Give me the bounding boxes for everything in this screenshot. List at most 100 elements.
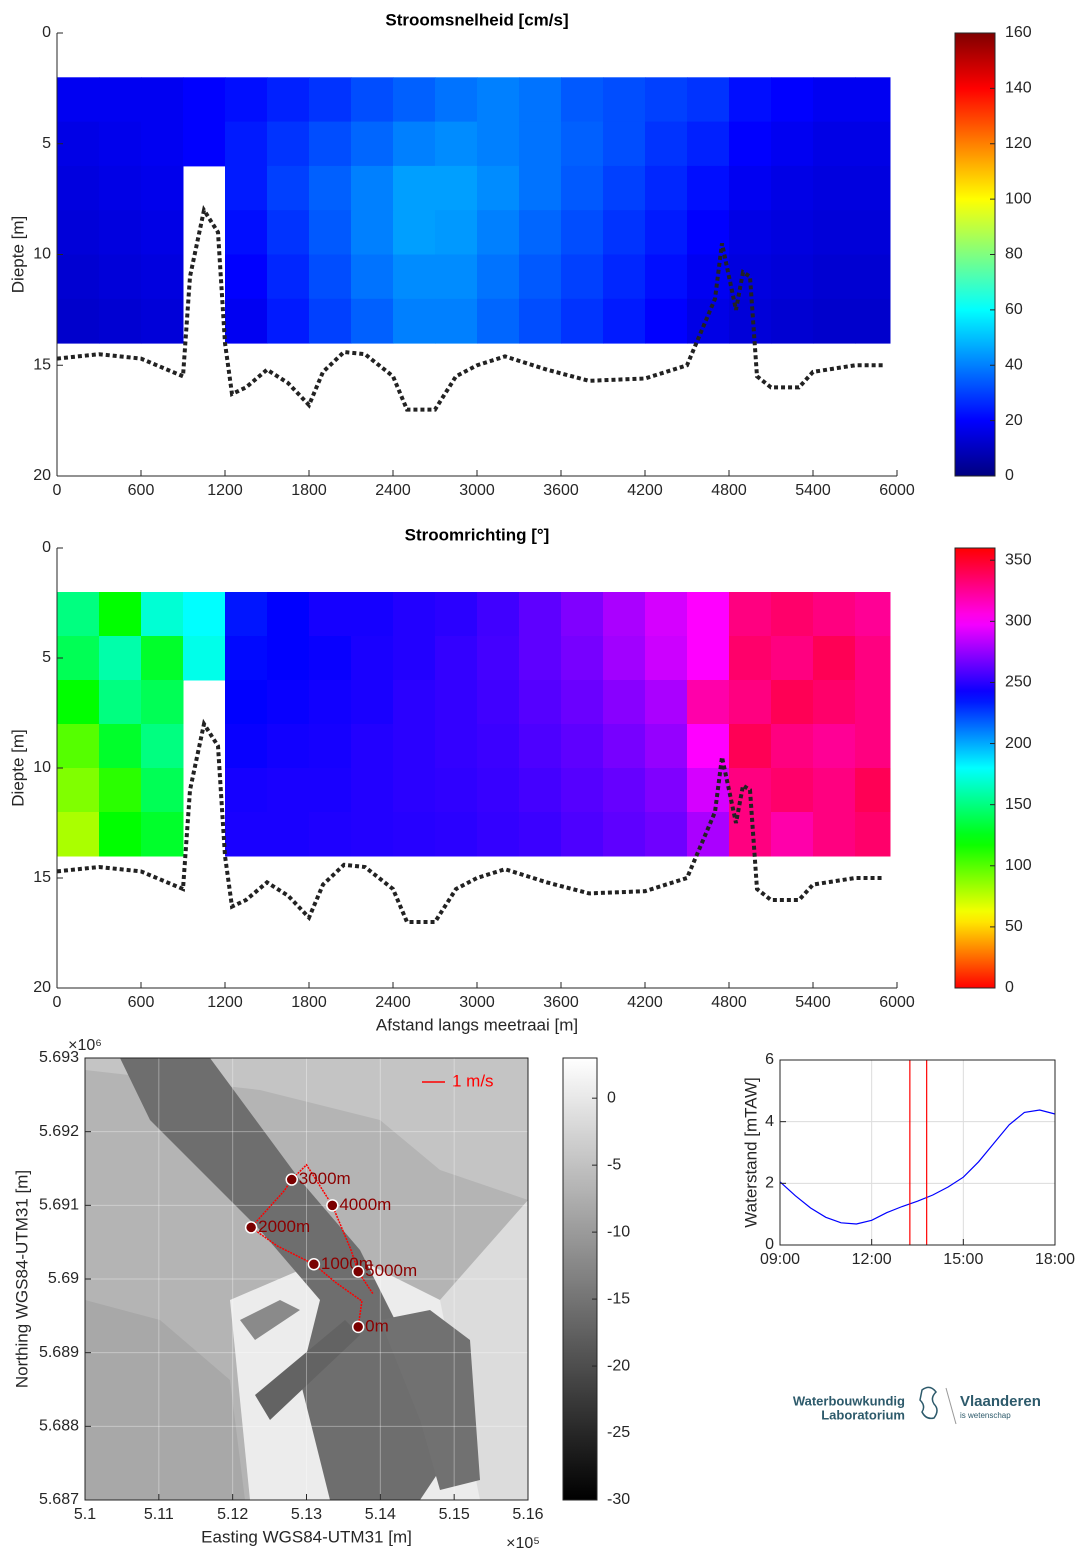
heatmap-cell [519,254,562,300]
heatmap-cell [855,592,891,637]
heatmap-cell [141,636,184,681]
x-tick-label: 600 [128,994,155,1011]
heatmap-cell [225,768,268,813]
heatmap-cell [729,77,772,123]
heatmap-cell [57,77,100,123]
x-tick-label: 5.16 [512,1506,543,1523]
heatmap-cell [645,812,688,857]
colorbar-tick-label: 250 [1005,674,1032,691]
heatmap-cell [435,298,478,344]
heatmap-cell [309,210,352,255]
x-tick-label: 1800 [291,994,327,1011]
heatmap-cell [813,165,856,211]
heatmap-cell [477,165,520,211]
heatmap-cell [267,592,310,637]
heatmap-cell [687,768,730,813]
heatmap-cell [771,254,814,300]
heatmap-cell [141,77,184,123]
heatmap-cell [855,121,891,167]
heatmap-cell [519,77,562,123]
track-point [307,1258,321,1271]
x-axis-label: Easting WGS84-UTM31 [m] [201,1527,412,1546]
heatmap-cell [57,724,100,769]
heatmap-cell [57,165,100,211]
heatmap-cell [855,680,891,725]
heatmap-cell [477,680,520,725]
heatmap-cell [99,77,142,123]
heatmap-cell [603,724,646,769]
heatmap-cell [309,254,352,300]
logo-brand: Vlaanderen [960,1393,1041,1410]
heatmap-cell [771,636,814,681]
heatmap-cell [603,121,646,167]
heatmap-cell [645,636,688,681]
heatmap-cell [519,165,562,211]
bed-line [56,718,883,924]
heatmap-cell [351,592,394,637]
point-label: 0m [365,1316,389,1335]
heatmap-cell [393,724,436,769]
heatmap-cell [141,254,184,300]
x-tick-label: 6000 [879,994,915,1011]
colorbar-tick-label: 0 [607,1089,616,1106]
heatmap-cell [351,636,394,681]
heatmap-cell [687,165,730,211]
heatmap-cell [477,724,520,769]
x-tick-label: 0 [53,994,62,1011]
heatmap-cell [813,254,856,300]
x-tick-label: 1800 [291,482,327,499]
y-axis-label: Diepte [m] [8,216,27,293]
bed-line [56,204,883,412]
colorbar-tick-label: -5 [607,1156,621,1173]
track-point [326,1199,339,1212]
colorbar-tick-label: 60 [1005,301,1023,318]
heatmap-cell [603,812,646,857]
line-series [779,1109,1056,1225]
heatmap-cell [225,165,268,211]
logo: Waterbouwkundig Laboratorium Vlaanderen … [793,1386,1041,1425]
heatmap-cell [141,812,184,857]
x-tick-label: 2400 [375,994,411,1011]
heatmap-cell [393,768,436,813]
heatmap-cell [729,680,772,725]
y-tick-label: 5 [42,135,51,152]
heatmap-cell [771,210,814,255]
heatmap-cell [225,636,268,681]
heatmap-cell [603,768,646,813]
y-tick-label: 0 [42,24,51,41]
heatmap-cell [603,77,646,123]
plot-area [780,1060,1055,1245]
colorbar-tick-label: -20 [607,1357,630,1374]
heatmap-cell [267,121,310,167]
heatmap-cell [351,254,394,300]
heatmap-cell [813,298,856,344]
heatmap-cell [729,254,772,300]
heatmap-cell [351,210,394,255]
colorbar-tick-label: 140 [1005,80,1032,97]
scale-label: 1 m/s [452,1071,494,1090]
colorbar-tick-label: 0 [1005,979,1014,996]
heatmap-cell [603,165,646,211]
heatmap-cell [225,298,268,344]
y-tick-label: 6 [765,1051,774,1068]
heatmap-cell [729,592,772,637]
heatmap-cell [687,77,730,123]
heatmap-cell [645,77,688,123]
heatmap-cell [561,121,604,167]
y-tick-label: 10 [33,759,51,776]
heatmap-cell [813,121,856,167]
heatmap-cell [603,680,646,725]
heatmap-cell [771,812,814,857]
heatmap-cell [309,77,352,123]
heatmap-cell [477,77,520,123]
y-tick-label: 5.687 [39,1491,79,1508]
heatmap-cell [141,680,184,725]
x-tick-label: 5400 [795,994,831,1011]
heatmap-cell [351,165,394,211]
heatmap-cell [435,210,478,255]
x-tick-label: 5.14 [365,1506,396,1523]
heatmap-cell [687,680,730,725]
heatmap-cell [477,592,520,637]
heatmap-cell [99,724,142,769]
logo-tagline: is wetenschap [960,1411,1011,1420]
